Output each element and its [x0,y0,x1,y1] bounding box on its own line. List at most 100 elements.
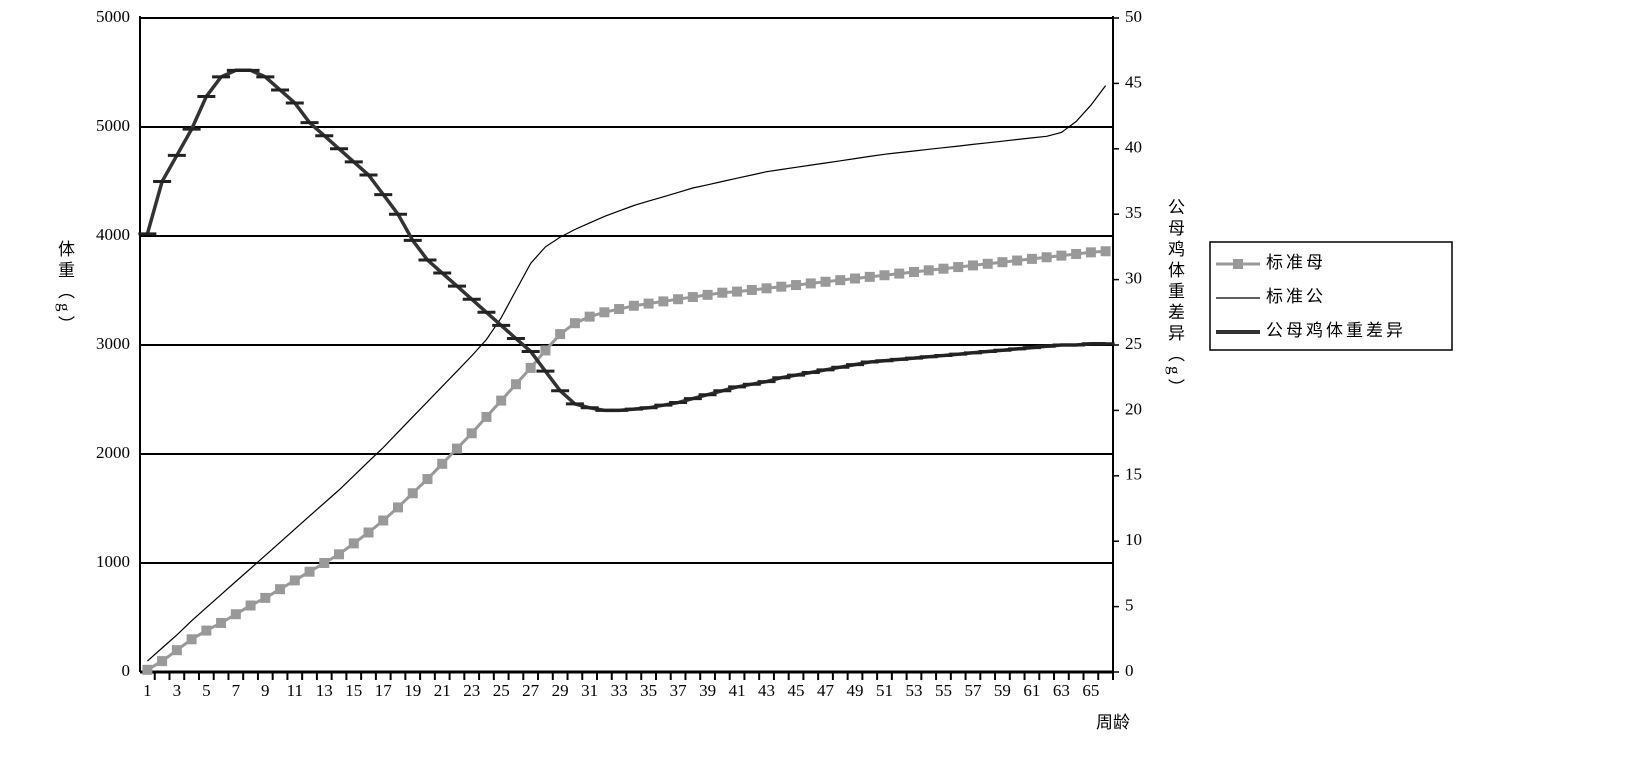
marker [894,268,905,279]
marker [835,275,846,286]
y2-tick-label: 0 [1125,661,1134,680]
marker [673,294,684,305]
y-tick-label: 1000 [96,552,130,571]
marker [746,284,757,295]
series-line [146,249,1106,672]
x-tick-label: 15 [345,681,362,700]
marker [319,558,330,568]
y2-tick-label: 10 [1125,530,1142,549]
marker [1056,250,1067,261]
legend-label: 标准公 [1266,287,1326,306]
x-tick-label: 47 [817,681,835,700]
marker [820,276,831,287]
marker [805,278,816,289]
marker [658,296,669,307]
marker [997,257,1008,268]
x-tick-label: 27 [522,681,540,700]
marker [142,664,153,675]
marker [761,283,772,294]
y2-tick-label: 25 [1125,334,1142,353]
marker [953,262,964,273]
marker [923,265,934,276]
marker [422,474,433,485]
marker [230,609,241,620]
legend-label: 公母鸡体重差异 [1266,321,1406,340]
y2-tick-label: 35 [1125,203,1142,222]
marker [982,258,993,269]
marker [702,289,713,300]
x-tick-label: 7 [232,681,241,700]
marker [687,292,698,303]
y-tick-label: 4000 [96,225,130,244]
legend-marker [1233,259,1243,269]
y2-tick-label: 5 [1125,596,1134,615]
x-tick-label: 33 [611,681,628,700]
marker [908,266,919,277]
x-tick-label: 51 [876,681,893,700]
marker [525,362,536,373]
marker [334,549,345,560]
x-tick-label: 9 [261,681,270,700]
marker [157,656,168,667]
y-axis-title: 体重（g） [55,240,74,337]
x-tick-label: 17 [375,681,393,700]
y2-tick-label: 40 [1125,138,1142,157]
marker [850,273,861,284]
y2-tick-label: 15 [1125,465,1142,484]
x-tick-label: 35 [640,681,657,700]
marker [628,300,639,311]
marker [1085,247,1096,258]
marker [1012,255,1023,266]
marker [348,538,359,549]
marker [732,286,743,297]
marker [643,298,654,309]
x-tick-label: 57 [964,681,982,700]
x-tick-label: 1 [143,681,152,700]
marker [614,304,625,315]
x-tick-label: 59 [994,681,1011,700]
y-tick-label: 2000 [96,443,130,462]
marker [171,645,182,656]
marker [466,428,477,439]
marker [392,502,403,513]
series-line [147,85,1107,662]
y2-tick-label: 30 [1125,269,1142,288]
x-tick-label: 45 [788,681,805,700]
marker [496,395,507,406]
x-tick-label: 39 [699,681,716,700]
x-tick-label: 25 [493,681,510,700]
x-tick-label: 31 [581,681,598,700]
marker [1071,248,1082,259]
marker [864,271,875,282]
marker [216,617,227,628]
x-tick-label: 37 [670,681,688,700]
marker [717,287,728,298]
y-tick-label: 5000 [96,116,130,135]
marker [451,443,462,454]
y2-tick-label: 45 [1125,72,1142,91]
marker [967,260,978,271]
marker [481,411,492,422]
x-tick-label: 65 [1082,681,1099,700]
y-tick-label: 5000 [96,7,130,26]
marker [1100,246,1111,257]
marker [791,280,802,291]
legend-label: 标准母 [1266,253,1326,272]
x-tick-label: 43 [758,681,775,700]
marker [186,634,197,645]
x-tick-label: 41 [729,681,746,700]
marker [437,458,448,469]
marker [540,345,551,356]
marker [275,584,286,595]
marker [776,281,787,292]
marker [938,263,949,274]
x-tick-label: 49 [847,681,864,700]
x-tick-label: 3 [173,681,182,700]
y2-tick-label: 50 [1125,7,1142,26]
x-axis-title: 周龄 [1096,713,1130,732]
x-tick-label: 61 [1023,681,1040,700]
x-tick-label: 55 [935,681,952,700]
marker [599,307,610,318]
marker [378,515,389,526]
